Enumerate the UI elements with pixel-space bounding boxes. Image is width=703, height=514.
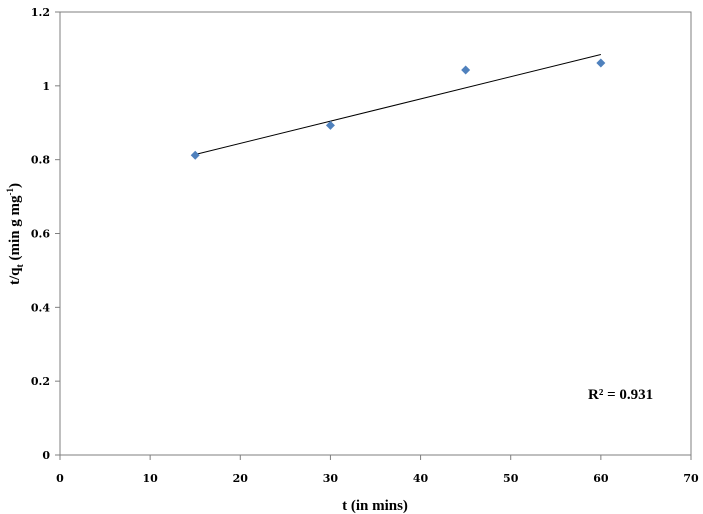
trendline-layer [195, 53, 601, 155]
data-point [461, 65, 471, 75]
x-tick-label: 60 [593, 472, 609, 485]
x-tick-label: 30 [323, 472, 339, 485]
r-squared-annotation: R² = 0.931 [588, 387, 653, 403]
y-tick-label: 1.2 [31, 6, 50, 19]
x-tick-label: 0 [56, 472, 64, 485]
data-point [325, 120, 335, 130]
y-tick-label: 1 [42, 80, 50, 93]
y-tick-label: 0 [42, 449, 50, 462]
data-points-layer [190, 58, 606, 160]
x-tick-label: 50 [503, 472, 519, 485]
y-tick-label: 0.6 [31, 228, 50, 241]
data-point [190, 150, 200, 160]
y-axis-ticks: 0 0.2 0.4 0.6 0.8 1 1.2 [31, 6, 60, 462]
y-tick-label: 0.4 [31, 301, 50, 314]
x-tick-label: 10 [142, 472, 158, 485]
y-tick-label: 0.2 [31, 375, 50, 388]
y-axis-title: t/qt (min g mg-1) [5, 183, 26, 285]
linear-trendline [195, 53, 601, 155]
plot-area [59, 11, 692, 456]
y-tick-label: 0.8 [31, 154, 50, 167]
data-point [596, 58, 606, 68]
x-tick-label: 20 [233, 472, 249, 485]
x-tick-label: 40 [413, 472, 429, 485]
x-tick-label: 70 [683, 472, 699, 485]
x-axis-title: t (in mins) [342, 498, 408, 514]
x-axis-ticks: 0 10 20 30 40 50 60 70 [56, 455, 699, 485]
